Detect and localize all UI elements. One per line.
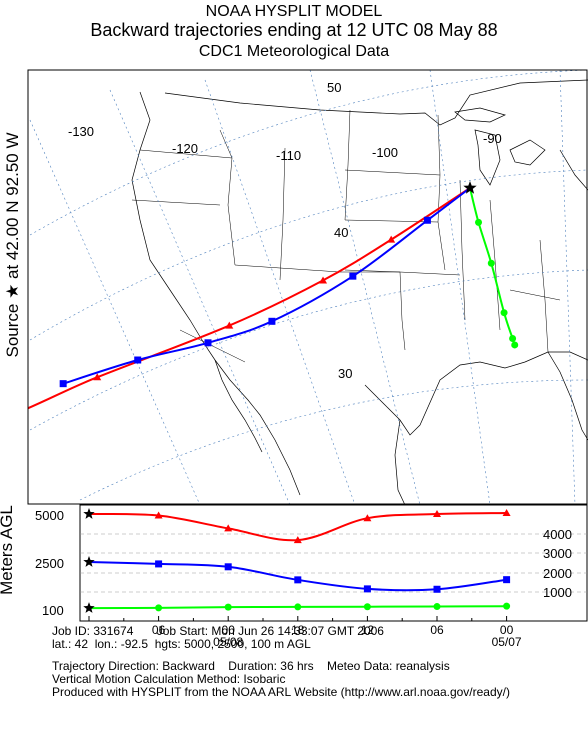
profile-0-point-2 xyxy=(224,524,233,532)
trajectory-0-point-3 xyxy=(225,321,234,329)
trajectory-1-point-3 xyxy=(268,317,276,325)
map-panel: -130 -120 -110 -100 -90 50 40 30 xyxy=(28,70,588,505)
profile-lines xyxy=(83,508,511,613)
metadata-location: lat.: 42 lon.: -92.5 hgts: 5000, 2500, 1… xyxy=(52,637,311,651)
lon-label-130: -130 xyxy=(68,124,94,139)
trajectory-2-point-3 xyxy=(500,309,508,317)
profile-2-point-5 xyxy=(433,603,441,611)
profile-line-1 xyxy=(88,561,507,592)
profile-0-point-4 xyxy=(363,514,372,522)
state-boundaries xyxy=(131,109,561,363)
profile-1-point-6 xyxy=(503,576,511,584)
title-line-3: CDC1 Meteorological Data xyxy=(198,43,390,60)
metadata-job: Job ID: 331674 Job Start: Mon Jun 26 14:… xyxy=(52,624,384,638)
profile-2-start-star xyxy=(83,602,95,613)
trajectory-1-point-5 xyxy=(134,356,142,364)
x-tick-label-1: 00 xyxy=(222,623,236,637)
y-tick-2500: 2500 xyxy=(35,556,64,571)
trajectory-line-0 xyxy=(28,187,471,410)
trajectory-2-point-4 xyxy=(509,335,517,342)
trajectory-lines xyxy=(28,181,519,410)
trajectory-1-point-1 xyxy=(423,216,431,224)
y-tick-right-4000: 4000 xyxy=(543,527,572,542)
profile-2-point-1 xyxy=(155,604,163,612)
profile-1-point-5 xyxy=(433,585,441,593)
profile-1-point-2 xyxy=(224,563,232,571)
y-tick-right-3000: 3000 xyxy=(543,546,572,561)
profile-frame xyxy=(79,504,588,622)
profile-2-point-4 xyxy=(363,603,371,611)
y-tick-100: 100 xyxy=(42,603,64,618)
lon-label-90: -90 xyxy=(483,131,502,146)
title-line-1: NOAA HYSPLIT MODEL xyxy=(205,3,383,20)
title-line-2: Backward trajectories ending at 12 UTC 0… xyxy=(90,20,498,40)
x-date-label-1: 05/07 xyxy=(492,635,522,649)
profile-2-point-6 xyxy=(503,602,511,610)
vertical-profile-panel: 5000 2500 100 4000 3000 2000 1000 06 00 18… xyxy=(35,504,588,649)
x-tick-label-4: 06 xyxy=(430,623,444,637)
trajectory-2-point-1 xyxy=(475,218,483,226)
lat-lon-grid xyxy=(29,70,588,505)
x-date-label-0: 05/08 xyxy=(213,635,243,649)
trajectory-0-point-4 xyxy=(93,373,102,381)
profile-1-point-3 xyxy=(294,576,302,584)
trajectory-2-point-2 xyxy=(487,259,495,267)
profile-1-start-star xyxy=(83,556,95,567)
profile-0-point-5 xyxy=(433,510,441,517)
x-tick-label-2: 18 xyxy=(291,623,305,637)
x-tick-label-5: 00 xyxy=(500,623,514,637)
profile-0-start-star xyxy=(83,508,95,519)
profile-0-point-3 xyxy=(293,536,302,544)
trajectory-1-point-2 xyxy=(349,272,357,280)
trajectory-0-point-1 xyxy=(387,235,396,243)
lon-label-110: -110 xyxy=(276,148,301,163)
trajectory-0-point-2 xyxy=(319,276,328,284)
metadata-vertical-motion: Vertical Motion Calculation Method: Isob… xyxy=(52,672,286,686)
profile-0-point-1 xyxy=(154,511,163,519)
x-tick-label-3: 12 xyxy=(361,623,375,637)
profile-2-point-2 xyxy=(224,603,232,611)
trajectory-1-point-4 xyxy=(204,339,212,347)
trajectory-1-point-6 xyxy=(59,380,67,388)
metadata-produced: Produced with HYSPLIT from the NOAA ARL … xyxy=(52,685,510,699)
lat-label-50: 50 xyxy=(327,80,341,95)
map-boundaries xyxy=(131,79,588,505)
metadata-direction: Trajectory Direction: Backward Duration:… xyxy=(52,659,450,673)
source-star-icon xyxy=(463,181,477,194)
trajectory-line-1 xyxy=(62,187,471,385)
y-tick-right-1000: 1000 xyxy=(543,585,572,600)
profile-1-point-4 xyxy=(363,585,371,593)
profile-0-point-6 xyxy=(502,509,511,517)
profile-1-point-1 xyxy=(155,560,163,568)
y-tick-5000: 5000 xyxy=(35,508,64,523)
lat-label-40: 40 xyxy=(334,225,348,240)
x-tick-label-0: 06 xyxy=(152,623,166,637)
profile-2-point-3 xyxy=(294,603,302,611)
y-tick-right-2000: 2000 xyxy=(543,566,572,581)
lon-label-120: -120 xyxy=(172,141,198,156)
map-frame xyxy=(27,69,588,505)
lon-label-100: -100 xyxy=(372,145,398,160)
lat-label-30: 30 xyxy=(338,366,352,381)
trajectory-2-point-5 xyxy=(511,341,519,349)
